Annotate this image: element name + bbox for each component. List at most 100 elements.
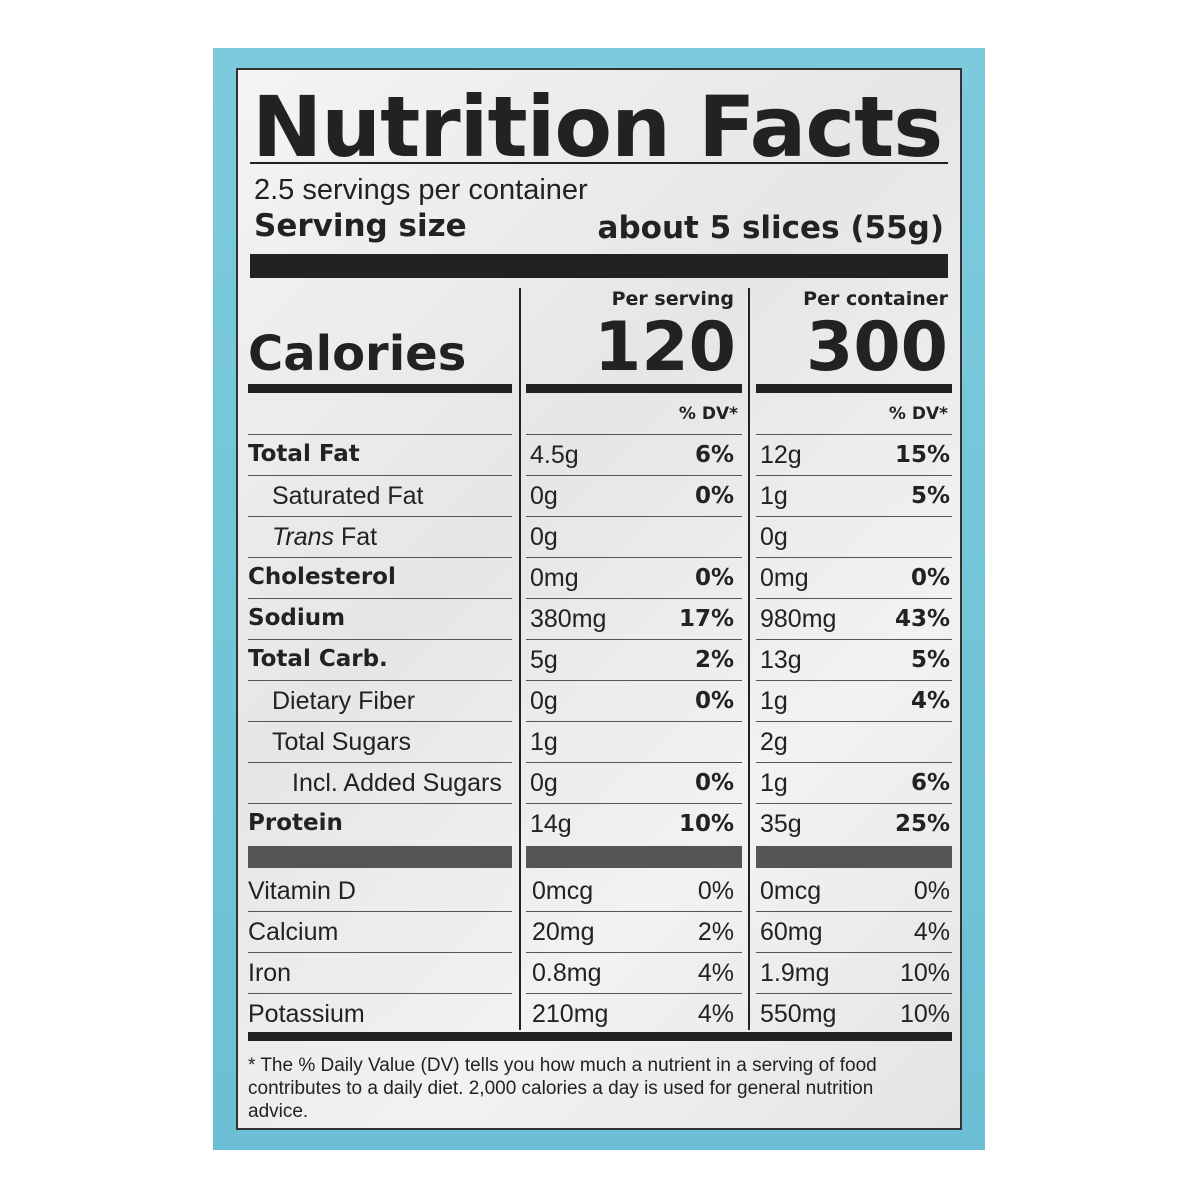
dv-per-container: 10% <box>899 959 950 987</box>
nutrient-row: Protein 14g 10% 35g 25% <box>248 804 952 845</box>
dv-per-serving: 0% <box>694 770 734 796</box>
amount-per-container: 35g <box>760 810 802 838</box>
column-divider <box>748 288 750 1030</box>
row-divider <box>248 993 512 994</box>
dv-per-container: 0% <box>913 877 950 905</box>
dv-per-serving: 17% <box>678 606 734 632</box>
amount-per-container: 980mg <box>760 605 837 633</box>
amount-per-serving: 14g <box>530 810 572 838</box>
dv-header-container: % DV* <box>888 404 948 424</box>
per-serving-header: Per serving <box>611 288 734 310</box>
row-divider <box>756 475 952 476</box>
dv-per-serving: 10% <box>678 811 734 837</box>
row-divider <box>526 803 742 804</box>
row-divider <box>756 557 952 558</box>
row-divider <box>756 639 952 640</box>
nutrient-row: Total Fat 4.5g 6% 12g 15% <box>248 435 952 476</box>
amount-per-serving: 380mg <box>530 605 607 633</box>
vitamin-row: Calcium 20mg 2% 60mg 4% <box>248 912 952 953</box>
amount-per-container: 0mg <box>760 564 809 592</box>
nutrient-row: Total Carb. 5g 2% 13g 5% <box>248 640 952 681</box>
row-divider <box>248 721 512 722</box>
row-divider <box>756 803 952 804</box>
amount-per-container: 0mcg <box>760 877 822 905</box>
calories-per-container: 300 <box>806 308 948 387</box>
row-divider <box>248 434 512 435</box>
nutrient-name: Total Fat <box>248 441 360 467</box>
row-divider <box>526 516 742 517</box>
row-divider <box>526 434 742 435</box>
dv-per-container: 4% <box>913 918 950 946</box>
row-divider <box>756 721 952 722</box>
dv-per-serving: 2% <box>694 647 734 673</box>
dv-per-serving: 0% <box>697 877 734 905</box>
nutrient-name: Total Sugars <box>272 728 411 756</box>
thick-divider <box>248 1032 952 1041</box>
row-divider <box>526 475 742 476</box>
row-divider <box>248 516 512 517</box>
amount-per-container: 12g <box>760 441 802 469</box>
nutrient-name: Incl. Added Sugars <box>292 769 502 797</box>
amount-per-container: 1.9mg <box>760 959 830 987</box>
amount-per-container: 60mg <box>760 918 823 946</box>
amount-per-container: 13g <box>760 646 802 674</box>
amount-per-serving: 0g <box>530 482 558 510</box>
row-divider <box>526 598 742 599</box>
row-divider <box>248 846 512 868</box>
dv-per-container: 25% <box>894 811 950 837</box>
row-divider <box>526 911 742 912</box>
dv-per-container: 5% <box>910 647 950 673</box>
nutrition-label: Nutrition Facts 2.5 servings per contain… <box>236 68 962 1130</box>
dv-per-container: 43% <box>894 606 950 632</box>
footnote: * The % Daily Value (DV) tells you how m… <box>248 1055 877 1122</box>
per-container-header: Per container <box>803 288 948 310</box>
vitamin-name: Calcium <box>248 918 339 946</box>
nutrient-row: Cholesterol 0mg 0% 0mg 0% <box>248 558 952 599</box>
row-divider <box>526 952 742 953</box>
nutrient-row: Trans Fat 0g 0g <box>248 517 952 558</box>
dv-per-container: 4% <box>910 688 950 714</box>
row-divider <box>248 557 512 558</box>
amount-per-container: 0g <box>760 523 788 551</box>
row-divider <box>756 762 952 763</box>
row-divider <box>756 516 952 517</box>
vitamin-row: Potassium 210mg 4% 550mg 10% <box>248 994 952 1035</box>
amount-per-serving: 0g <box>530 523 558 551</box>
vitamin-name: Iron <box>248 959 292 987</box>
servings-per-container: 2.5 servings per container <box>254 174 588 206</box>
nutrient-row: Incl. Added Sugars 0g 0% 1g 6% <box>248 763 952 804</box>
dv-per-serving: 6% <box>694 442 734 468</box>
calories-label: Calories <box>248 326 467 382</box>
row-divider <box>756 434 952 435</box>
amount-per-serving: 0.8mg <box>532 959 602 987</box>
amount-per-serving: 0mcg <box>532 877 594 905</box>
serving-size-label: Serving size <box>254 208 467 244</box>
row-divider <box>756 598 952 599</box>
nutrient-name: Dietary Fiber <box>272 687 416 715</box>
vitamin-name: Potassium <box>248 1000 365 1028</box>
vitamin-name: Vitamin D <box>248 877 356 905</box>
dv-per-serving: 4% <box>697 1000 734 1028</box>
nutrient-row: Total Sugars 1g 2g <box>248 722 952 763</box>
dv-per-serving: 0% <box>694 688 734 714</box>
amount-per-container: 1g <box>760 769 788 797</box>
calories-divider <box>756 384 952 393</box>
serving-size-value: about 5 slices (55g) <box>597 210 944 246</box>
row-divider <box>248 911 512 912</box>
calories-divider <box>248 384 512 393</box>
row-divider <box>526 557 742 558</box>
nutrient-name: Cholesterol <box>248 564 396 590</box>
amount-per-serving: 0mg <box>530 564 579 592</box>
amount-per-serving: 1g <box>530 728 558 756</box>
row-divider <box>526 639 742 640</box>
nutrient-name: Sodium <box>248 605 346 631</box>
row-divider <box>756 680 952 681</box>
row-divider <box>526 721 742 722</box>
amount-per-serving: 5g <box>530 646 558 674</box>
calories-per-serving: 120 <box>594 308 736 387</box>
vitamin-row: Vitamin D 0mcg 0% 0mcg 0% <box>248 871 952 912</box>
row-divider <box>756 846 952 868</box>
row-divider <box>248 680 512 681</box>
row-divider <box>248 598 512 599</box>
dv-per-serving: 2% <box>697 918 734 946</box>
